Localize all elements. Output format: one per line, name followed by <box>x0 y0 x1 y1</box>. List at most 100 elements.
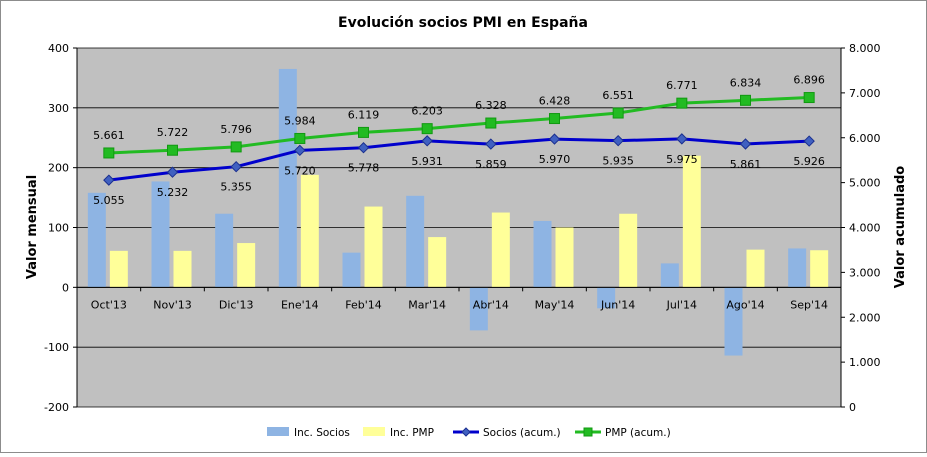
data-label-pmp-acum: 5.722 <box>157 126 189 139</box>
data-label-socios-acum: 5.778 <box>348 162 380 175</box>
point-socios-acum <box>548 133 561 145</box>
point-pmp-acum <box>230 141 242 153</box>
bar-inc-socios <box>788 248 807 288</box>
y2-axis-title: Valor acumulado <box>893 166 908 289</box>
y2-tick-label: 4.000 <box>849 222 881 235</box>
point-pmp-acum <box>167 144 178 156</box>
y2-tick-label: 0 <box>849 401 856 414</box>
data-label-socios-acum: 5.935 <box>602 155 634 168</box>
x-tick-label: Dic'13 <box>219 298 254 311</box>
point-pmp-acum <box>676 97 688 109</box>
bar-inc-socios <box>278 68 297 288</box>
bars-layer <box>87 68 829 356</box>
legend-marker <box>461 427 471 437</box>
bar-inc-socios <box>151 181 170 288</box>
x-tick-label: Ene'14 <box>281 298 319 311</box>
bar-inc-socios <box>533 220 552 288</box>
x-tick-label: Nov'13 <box>153 298 192 311</box>
bar-inc-pmp <box>173 250 192 288</box>
y-tick-label: 400 <box>48 42 69 55</box>
legend-label: Inc. Socios <box>294 427 350 439</box>
legend: Inc. Socios Inc. PMP Socios (acum.) PMP (ac… <box>267 427 671 439</box>
lines-layer <box>103 92 815 186</box>
bar-inc-pmp <box>428 237 447 288</box>
legend-swatch <box>267 427 289 436</box>
x-tick-label: Sep'14 <box>790 298 828 311</box>
y-tick-label: -200 <box>44 401 69 414</box>
y-tick-label: 0 <box>62 281 69 294</box>
data-label-pmp-acum: 5.661 <box>93 129 125 142</box>
bar-inc-socios <box>215 213 234 288</box>
x-tick-label: Ago'14 <box>726 298 764 311</box>
point-pmp-acum <box>294 132 306 144</box>
legend-label: Inc. PMP <box>390 427 434 439</box>
y-tick-label: 100 <box>48 222 69 235</box>
bar-inc-pmp <box>810 250 829 288</box>
point-pmp-acum <box>485 117 497 129</box>
legend-label: PMP (acum.) <box>605 427 671 439</box>
bar-inc-pmp <box>682 155 701 288</box>
bar-inc-socios <box>469 287 488 331</box>
point-socios-acum <box>676 133 688 145</box>
y2-tick-label: 3.000 <box>849 266 881 279</box>
bar-inc-socios <box>406 195 425 288</box>
point-socios-acum <box>612 134 624 147</box>
y2-tick-label: 5.000 <box>849 177 881 190</box>
x-tick-label: Feb'14 <box>345 298 382 311</box>
point-pmp-acum <box>358 126 369 138</box>
data-label-pmp-acum: 5.984 <box>284 114 316 127</box>
x-tick-label: May'14 <box>535 298 575 311</box>
bar-inc-pmp <box>237 243 256 288</box>
data-label-pmp-acum: 6.896 <box>793 74 825 87</box>
point-socios-acum <box>166 166 179 178</box>
bar-inc-socios <box>724 287 743 356</box>
data-label-pmp-acum: 6.328 <box>475 99 507 112</box>
x-tick-label: Jul'14 <box>666 298 697 311</box>
point-socios-acum <box>803 135 815 147</box>
axes-layer: -200 -100 0 100 200 300 400 0 1.000 2.000 3.000 4.0… <box>44 42 880 414</box>
bar-inc-socios <box>660 263 679 288</box>
data-label-pmp-acum: 6.203 <box>411 105 443 118</box>
y-axis-title: Valor mensual <box>25 175 40 279</box>
line-pmp-acum <box>108 96 810 155</box>
bar-inc-pmp <box>746 249 765 288</box>
data-label-pmp-acum: 5.796 <box>220 123 252 136</box>
data-label-socios-acum: 5.970 <box>539 153 571 166</box>
point-socios-acum <box>421 135 433 147</box>
bar-inc-pmp <box>109 250 128 288</box>
bar-inc-pmp <box>364 206 383 288</box>
bar-inc-socios <box>87 192 106 288</box>
point-socios-acum <box>103 174 115 186</box>
chart-title: Evolución socios PMI en España <box>338 15 588 31</box>
data-label-socios-acum: 5.859 <box>475 158 507 171</box>
point-pmp-acum <box>421 123 433 135</box>
y-tick-label: -100 <box>44 341 69 354</box>
x-tick-label: Oct'13 <box>91 298 127 311</box>
data-label-socios-acum: 5.720 <box>284 164 316 177</box>
x-tick-label: Jun'14 <box>600 298 635 311</box>
data-label-socios-acum: 5.926 <box>793 155 825 168</box>
data-label-pmp-acum: 6.119 <box>348 108 380 121</box>
point-socios-acum <box>230 160 242 173</box>
point-pmp-acum <box>612 107 624 119</box>
data-label-pmp-acum: 6.771 <box>666 79 698 92</box>
y2-tick-label: 2.000 <box>849 311 881 324</box>
data-label-socios-acum: 5.355 <box>220 181 252 194</box>
x-tick-label: Abr'14 <box>473 298 509 311</box>
data-label-socios-acum: 5.055 <box>93 194 125 207</box>
bar-inc-pmp <box>491 212 510 288</box>
bar-inc-socios <box>342 252 361 288</box>
y2-tick-label: 8.000 <box>849 42 881 55</box>
point-socios-acum <box>739 138 752 150</box>
data-label-pmp-acum: 6.428 <box>539 95 571 108</box>
data-label-socios-acum: 5.931 <box>411 155 443 168</box>
data-label-pmp-acum: 6.551 <box>602 89 634 102</box>
y2-tick-label: 1.000 <box>849 356 881 369</box>
legend-label: Socios (acum.) <box>483 427 561 439</box>
y-tick-label: 300 <box>48 102 69 115</box>
point-pmp-acum <box>103 147 115 159</box>
bar-inc-socios <box>597 287 616 309</box>
point-pmp-acum <box>549 113 560 125</box>
